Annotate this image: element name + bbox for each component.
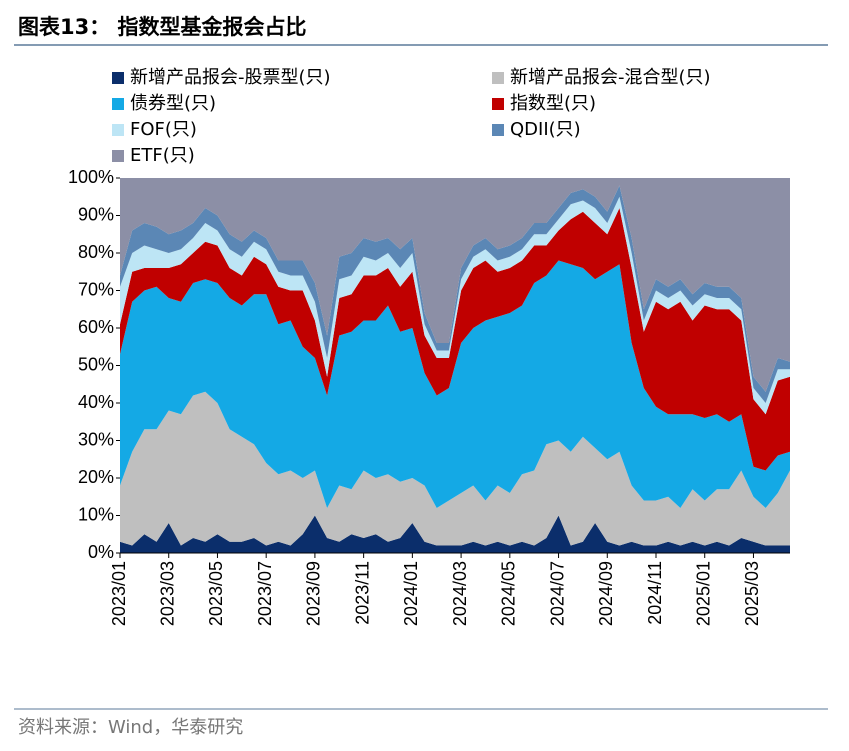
- x-tick-label: 2025/01: [693, 561, 713, 626]
- y-tick-label: 80%: [78, 242, 114, 262]
- legend-swatch: [112, 72, 124, 84]
- x-tick-label: 2023/11: [352, 561, 372, 625]
- x-tick-label: 2024/03: [450, 561, 470, 626]
- area: [120, 178, 790, 392]
- y-tick-label: 0%: [88, 542, 114, 562]
- legend-label: ETF(只): [130, 145, 195, 166]
- x-tick-label: 2024/09: [596, 561, 616, 626]
- chart-title: 图表13： 指数型基金报会占比: [18, 15, 307, 39]
- x-tick-label: 2023/07: [255, 561, 275, 626]
- y-tick-label: 30%: [78, 429, 114, 449]
- legend-swatch: [492, 98, 504, 110]
- x-tick-label: 2023/05: [206, 561, 226, 626]
- legend-label: QDII(只): [510, 119, 581, 140]
- y-tick-label: 100%: [68, 167, 114, 187]
- area: [120, 391, 790, 546]
- y-tick-label: 60%: [78, 317, 114, 337]
- legend-swatch: [492, 72, 504, 84]
- x-tick-label: 2025/03: [742, 561, 762, 626]
- x-tick-label: 2024/07: [547, 561, 567, 626]
- y-tick-label: 10%: [78, 504, 114, 524]
- legend-label: 债券型(只): [130, 93, 216, 114]
- legend-label: 新增产品报会-混合型(只): [510, 67, 711, 88]
- x-tick-label: 2024/01: [401, 561, 421, 626]
- legend-label: 指数型(只): [510, 93, 596, 114]
- x-tick-label: 2024/05: [499, 561, 519, 626]
- x-tick-label: 2023/09: [304, 561, 324, 626]
- legend-label: FOF(只): [130, 119, 197, 140]
- x-tick-label: 2023/01: [109, 561, 129, 626]
- legend-swatch: [492, 124, 504, 136]
- y-tick-label: 50%: [78, 354, 114, 374]
- y-tick-label: 70%: [78, 279, 114, 299]
- x-tick-label: 2024/11: [645, 561, 665, 625]
- legend-swatch: [112, 150, 124, 162]
- x-tick-label: 2023/03: [157, 561, 177, 626]
- legend-swatch: [112, 98, 124, 110]
- area: [120, 260, 790, 508]
- area: [120, 208, 790, 471]
- source: 资料来源：Wind，华泰研究: [18, 717, 243, 738]
- legend-label: 新增产品报会-股票型(只): [130, 67, 331, 88]
- y-tick-label: 90%: [78, 204, 114, 224]
- y-tick-label: 20%: [78, 467, 114, 487]
- y-tick-label: 40%: [78, 392, 114, 412]
- legend-swatch: [112, 124, 124, 136]
